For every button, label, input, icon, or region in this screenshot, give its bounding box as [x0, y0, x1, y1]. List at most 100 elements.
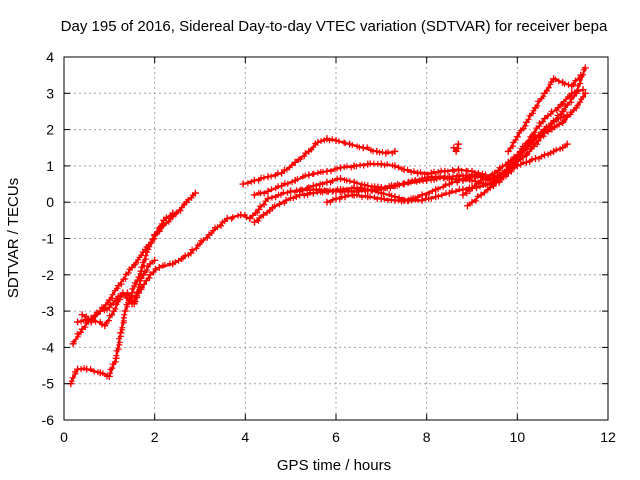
marker-trace [381, 196, 395, 204]
marker-trace [328, 165, 340, 175]
marker-trace [463, 188, 473, 197]
marker-trace [561, 81, 572, 88]
data-point [579, 86, 587, 94]
x-tick-label: 0 [60, 429, 68, 445]
data-point [151, 256, 159, 264]
data-point [454, 166, 462, 174]
marker-trace [449, 175, 463, 182]
series-track-4 [78, 256, 159, 326]
marker-trace [113, 333, 124, 359]
marker-trace [435, 181, 449, 193]
marker-trace [294, 172, 309, 182]
marker-trace [449, 186, 463, 195]
data-point [123, 289, 131, 297]
marker-trace [127, 293, 136, 305]
y-tick-label: -1 [42, 231, 55, 247]
marker-trace [140, 263, 151, 278]
x-tick-label: 12 [600, 429, 616, 445]
data-point [541, 115, 549, 123]
marker-trace [353, 180, 368, 188]
marker-trace [327, 186, 341, 194]
marker-trace [444, 167, 458, 175]
marker-trace [327, 175, 341, 186]
data-point [259, 211, 267, 219]
marker-trace [241, 212, 250, 221]
marker-trace [481, 186, 491, 196]
marker-trace [394, 180, 408, 187]
marker-trace [150, 265, 159, 276]
y-tick-label: -2 [42, 267, 55, 283]
marker-trace [129, 270, 144, 292]
marker-trace [534, 93, 547, 109]
marker-trace [118, 266, 133, 288]
marker-trace [473, 193, 481, 204]
marker-trace [107, 358, 119, 377]
marker-trace [353, 162, 367, 170]
marker-trace [326, 136, 336, 144]
marker-trace [395, 197, 405, 205]
x-tick-label: 10 [510, 429, 526, 445]
data-point [332, 195, 340, 203]
data-point [78, 325, 86, 333]
marker-trace [422, 195, 435, 202]
marker-trace [471, 169, 486, 177]
marker-trace [495, 161, 510, 174]
marker-trace [146, 235, 158, 250]
data-point [146, 271, 154, 279]
x-tick-label: 8 [423, 429, 431, 445]
marker-trace [381, 161, 396, 169]
marker-trace [376, 149, 386, 156]
series-track-10 [463, 140, 571, 210]
marker-trace [529, 118, 546, 139]
marker-trace [287, 193, 300, 202]
marker-trace [314, 189, 326, 196]
marker-trace [318, 137, 328, 145]
x-axis-label: GPS time / hours [277, 457, 391, 474]
marker-trace [536, 153, 545, 162]
marker-trace [507, 136, 519, 152]
marker-trace [571, 87, 582, 96]
marker-trace [557, 113, 567, 121]
marker-trace [132, 277, 144, 305]
marker-trace [517, 159, 527, 168]
marker-trace [354, 192, 369, 201]
data-point [504, 147, 512, 155]
y-tick-label: -5 [42, 376, 55, 392]
marker-trace [264, 208, 273, 216]
marker-trace [385, 149, 396, 157]
marker-trace [545, 150, 554, 158]
marker-trace [117, 292, 127, 299]
marker-trace [99, 370, 110, 380]
y-tick-label: 0 [46, 194, 54, 210]
data-point [250, 191, 258, 199]
data-point [468, 198, 476, 206]
marker-trace [547, 111, 565, 128]
marker-trace [462, 173, 478, 181]
marker-trace [257, 198, 269, 210]
marker-trace [70, 329, 84, 345]
data-point [581, 89, 589, 97]
marker-trace [395, 164, 405, 172]
series-track-6 [239, 135, 399, 188]
marker-trace [404, 195, 414, 204]
series-track-2 [67, 209, 177, 388]
series-track-13 [450, 140, 462, 155]
marker-trace [138, 248, 151, 271]
data-point [96, 307, 104, 315]
marker-trace [109, 285, 121, 302]
data-point [563, 111, 571, 119]
marker-trace [458, 167, 471, 175]
marker-trace [553, 146, 564, 153]
marker-trace [189, 234, 211, 253]
marker-trace [281, 179, 296, 187]
data-point [405, 178, 413, 186]
marker-trace [172, 252, 192, 266]
data-point [563, 140, 571, 148]
plot-data [67, 64, 589, 388]
marker-trace [368, 183, 381, 190]
marker-trace [163, 212, 174, 221]
marker-trace [313, 180, 326, 189]
marker-trace [228, 212, 241, 222]
marker-trace [107, 295, 120, 308]
